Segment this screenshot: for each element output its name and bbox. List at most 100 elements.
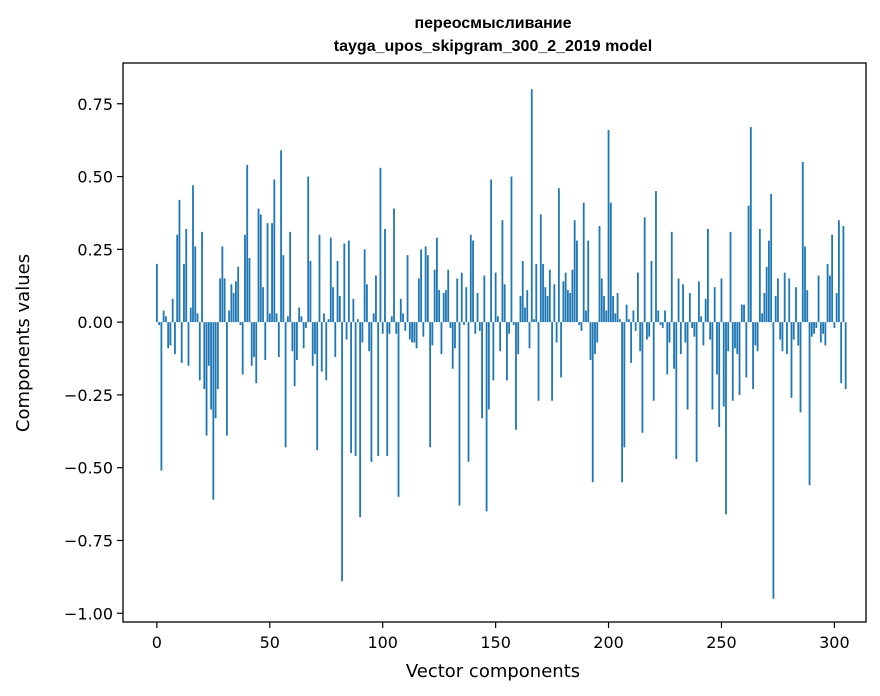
bar bbox=[727, 322, 730, 352]
bar bbox=[302, 322, 305, 349]
bar bbox=[413, 322, 416, 343]
bar bbox=[806, 290, 809, 323]
bar bbox=[804, 246, 806, 323]
bar bbox=[668, 322, 671, 343]
bar bbox=[467, 322, 470, 462]
bar bbox=[707, 228, 709, 323]
y-tick-label: −0.25 bbox=[64, 386, 113, 405]
bar bbox=[503, 284, 506, 323]
bar bbox=[835, 293, 838, 323]
bar bbox=[275, 313, 278, 323]
bar bbox=[291, 322, 294, 352]
bar bbox=[774, 295, 777, 323]
bar bbox=[840, 322, 843, 384]
bar bbox=[282, 255, 285, 323]
bar bbox=[320, 322, 323, 372]
x-tick-label: 50 bbox=[260, 633, 280, 652]
bar bbox=[223, 278, 226, 323]
y-tick-label: −0.50 bbox=[64, 459, 113, 478]
bar bbox=[201, 231, 203, 323]
bar bbox=[492, 322, 495, 381]
bar bbox=[594, 322, 596, 355]
bar bbox=[248, 258, 251, 323]
bar bbox=[799, 322, 802, 413]
bar bbox=[510, 176, 513, 323]
bar bbox=[519, 295, 522, 323]
bar bbox=[528, 322, 531, 349]
bar bbox=[239, 322, 242, 326]
bar bbox=[192, 185, 194, 323]
bar bbox=[445, 290, 447, 323]
bar bbox=[176, 234, 179, 323]
bar bbox=[695, 322, 698, 462]
bar bbox=[795, 287, 797, 323]
x-axis-ticks: 0 50 100 150 200 250 300 bbox=[152, 622, 850, 652]
bar bbox=[670, 231, 673, 323]
bar bbox=[424, 246, 427, 323]
bar bbox=[616, 293, 619, 323]
bar bbox=[819, 322, 822, 343]
bar bbox=[180, 322, 183, 363]
bar bbox=[828, 275, 831, 323]
bar bbox=[171, 298, 174, 323]
bar bbox=[347, 240, 350, 323]
bar bbox=[792, 322, 795, 340]
bar bbox=[783, 272, 786, 323]
bar bbox=[637, 272, 639, 323]
bar bbox=[797, 322, 800, 346]
bar bbox=[305, 322, 307, 328]
x-tick-label: 0 bbox=[152, 633, 162, 652]
bar bbox=[327, 319, 330, 323]
bar bbox=[650, 260, 653, 323]
y-tick-label: 0.50 bbox=[77, 168, 113, 187]
bar bbox=[634, 322, 637, 331]
bar bbox=[688, 293, 691, 323]
bar bbox=[535, 263, 538, 323]
bar bbox=[167, 322, 170, 349]
bar bbox=[268, 313, 271, 323]
bar bbox=[752, 322, 754, 390]
bar bbox=[300, 316, 303, 323]
bar bbox=[813, 322, 815, 334]
bar bbox=[810, 322, 813, 337]
bar bbox=[246, 164, 249, 323]
bar bbox=[815, 322, 818, 328]
bar bbox=[677, 278, 680, 323]
bar bbox=[544, 287, 547, 323]
bar bbox=[350, 322, 352, 454]
bar bbox=[485, 322, 488, 512]
bar bbox=[745, 322, 748, 378]
bar bbox=[587, 240, 590, 323]
bar bbox=[241, 322, 244, 375]
bar bbox=[716, 322, 718, 375]
bar bbox=[422, 322, 425, 337]
bar bbox=[307, 176, 310, 323]
bar bbox=[210, 322, 212, 410]
bar bbox=[404, 322, 407, 331]
bar bbox=[618, 319, 621, 323]
y-tick-label: −0.75 bbox=[64, 531, 113, 550]
bar bbox=[720, 278, 723, 323]
bar bbox=[596, 322, 599, 343]
bar bbox=[465, 287, 468, 323]
bar bbox=[582, 202, 585, 323]
bar bbox=[196, 313, 199, 323]
bar bbox=[406, 255, 409, 323]
bar bbox=[609, 202, 612, 323]
bar bbox=[386, 322, 389, 457]
bar bbox=[298, 307, 301, 323]
bar bbox=[436, 237, 438, 323]
bar bbox=[659, 322, 662, 326]
bar bbox=[334, 322, 337, 358]
y-tick-label: −1.00 bbox=[64, 604, 113, 623]
bar bbox=[266, 223, 269, 323]
bar bbox=[230, 284, 233, 323]
y-tick-label: 0.00 bbox=[77, 313, 113, 332]
bar bbox=[219, 278, 222, 323]
bar bbox=[817, 275, 820, 323]
bar bbox=[155, 263, 158, 323]
bar bbox=[352, 298, 355, 323]
bar bbox=[501, 220, 504, 323]
bar bbox=[438, 290, 441, 323]
bar bbox=[162, 310, 165, 323]
